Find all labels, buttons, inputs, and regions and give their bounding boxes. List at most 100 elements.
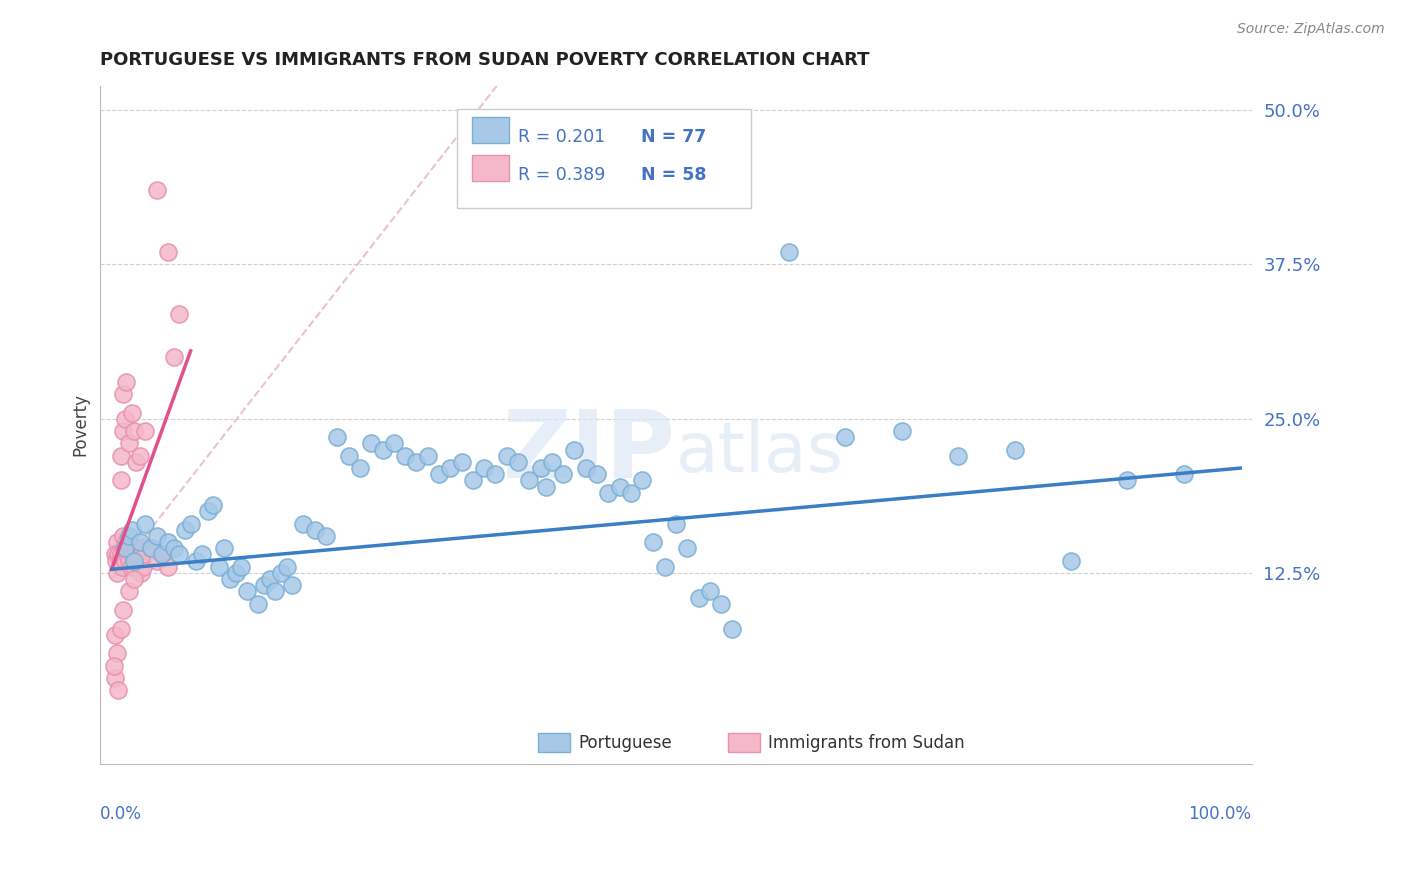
Point	[146, 554, 169, 568]
Text: PORTUGUESE VS IMMIGRANTS FROM SUDAN POVERTY CORRELATION CHART: PORTUGUESE VS IMMIGRANTS FROM SUDAN POVE…	[100, 51, 870, 69]
Point	[105, 554, 128, 568]
Point	[259, 572, 281, 586]
Point	[472, 461, 495, 475]
Text: ZIP: ZIP	[503, 406, 676, 498]
Point	[146, 529, 169, 543]
Point	[108, 554, 131, 568]
Point	[152, 548, 174, 562]
Point	[304, 523, 326, 537]
Point	[110, 474, 132, 488]
Point	[169, 548, 191, 562]
Point	[219, 572, 242, 586]
Point	[208, 559, 231, 574]
Point	[676, 541, 699, 556]
Point	[270, 566, 292, 580]
Point	[157, 559, 180, 574]
Point	[710, 597, 733, 611]
Point	[337, 449, 360, 463]
Point	[247, 597, 270, 611]
FancyBboxPatch shape	[538, 733, 569, 752]
Point	[121, 406, 143, 420]
Point	[643, 535, 665, 549]
Point	[163, 541, 186, 556]
Text: N = 77: N = 77	[641, 128, 707, 145]
Point	[105, 548, 128, 562]
Point	[174, 523, 197, 537]
Point	[180, 516, 202, 531]
Point	[506, 455, 529, 469]
Point	[134, 548, 156, 562]
Point	[688, 591, 710, 605]
Point	[139, 541, 162, 556]
Point	[114, 541, 136, 556]
FancyBboxPatch shape	[728, 733, 761, 752]
Point	[105, 535, 128, 549]
Point	[124, 541, 146, 556]
Point	[139, 541, 162, 556]
Point	[540, 455, 562, 469]
Point	[121, 523, 143, 537]
Point	[125, 455, 148, 469]
Point	[111, 387, 134, 401]
Point	[122, 554, 145, 568]
Point	[620, 485, 643, 500]
Point	[152, 548, 174, 562]
Point	[117, 436, 139, 450]
Point	[721, 622, 744, 636]
Point	[197, 504, 219, 518]
Point	[631, 474, 654, 488]
Point	[1116, 474, 1139, 488]
Point	[360, 436, 382, 450]
Point	[534, 480, 557, 494]
Point	[371, 442, 394, 457]
Point	[405, 455, 427, 469]
Point	[117, 584, 139, 599]
Point	[117, 529, 139, 543]
Point	[186, 554, 208, 568]
Point	[111, 603, 134, 617]
Text: 100.0%: 100.0%	[1188, 805, 1251, 823]
Text: Source: ZipAtlas.com: Source: ZipAtlas.com	[1237, 22, 1385, 37]
Point	[122, 424, 145, 438]
Point	[122, 541, 145, 556]
FancyBboxPatch shape	[457, 109, 751, 208]
Point	[110, 548, 132, 562]
Point	[699, 584, 721, 599]
Point	[575, 461, 598, 475]
Text: R = 0.201: R = 0.201	[519, 128, 606, 145]
Point	[264, 584, 287, 599]
Point	[214, 541, 236, 556]
Text: atlas: atlas	[676, 418, 844, 485]
Point	[834, 430, 856, 444]
Point	[131, 541, 153, 556]
Point	[529, 461, 551, 475]
Point	[134, 516, 156, 531]
Point	[105, 646, 128, 660]
Point	[157, 535, 180, 549]
Point	[105, 566, 128, 580]
Text: N = 58: N = 58	[641, 166, 707, 184]
Point	[117, 554, 139, 568]
Point	[191, 548, 214, 562]
Point	[231, 559, 253, 574]
Point	[111, 529, 134, 543]
Text: Immigrants from Sudan: Immigrants from Sudan	[768, 733, 965, 752]
Point	[225, 566, 247, 580]
Point	[416, 449, 439, 463]
Point	[236, 584, 259, 599]
Point	[127, 554, 149, 568]
Point	[427, 467, 450, 482]
Point	[495, 449, 517, 463]
Point	[122, 559, 145, 574]
Point	[115, 535, 138, 549]
Point	[111, 559, 134, 574]
Point	[107, 548, 129, 562]
Point	[169, 307, 191, 321]
Text: 0.0%: 0.0%	[100, 805, 142, 823]
Point	[117, 548, 139, 562]
Point	[128, 548, 150, 562]
Point	[276, 559, 298, 574]
Point	[1060, 554, 1083, 568]
Point	[586, 467, 609, 482]
Point	[125, 548, 148, 562]
